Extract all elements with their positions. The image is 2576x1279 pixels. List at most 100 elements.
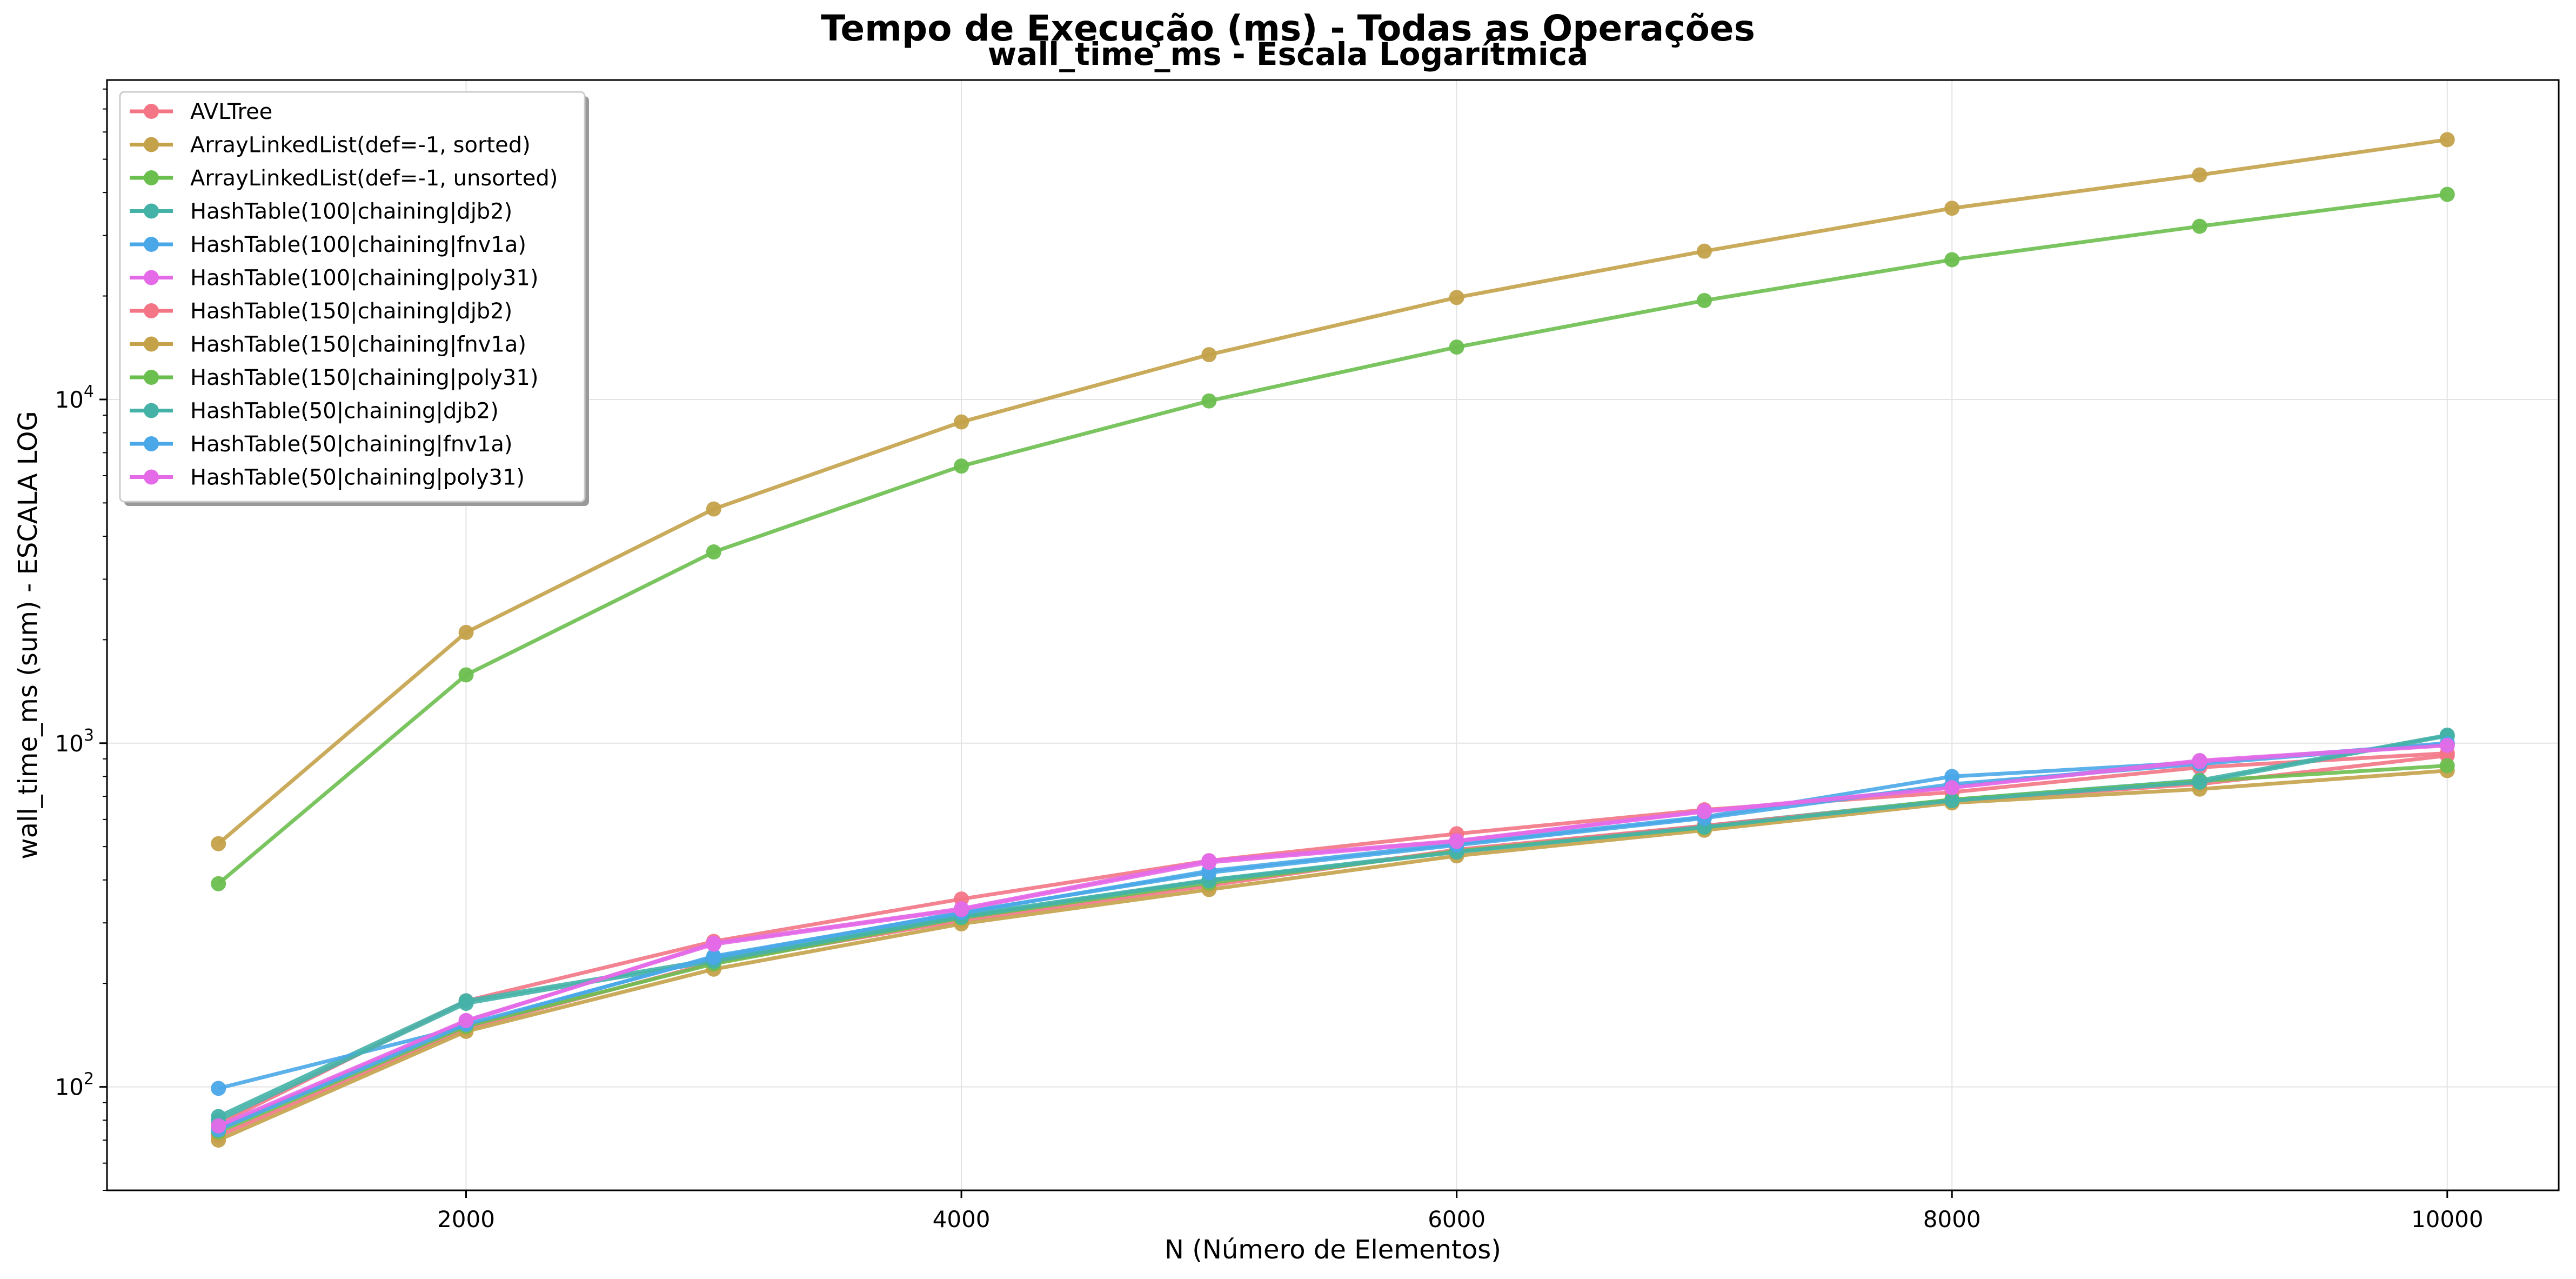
data-point xyxy=(2192,218,2207,234)
data-point xyxy=(1696,292,1712,308)
legend-marker xyxy=(144,104,159,119)
data-point xyxy=(1201,393,1217,409)
data-point xyxy=(2439,758,2455,774)
x-tick-label: 6000 xyxy=(1428,1206,1486,1233)
legend-marker xyxy=(144,203,159,219)
plot-area-frame xyxy=(106,79,2560,1191)
legend-label: HashTable(50|chaining|poly31) xyxy=(190,465,525,490)
data-point xyxy=(458,996,474,1011)
series-7 xyxy=(211,763,2455,1148)
series-0 xyxy=(211,745,2455,1132)
x-axis-label: N (Número de Elementos) xyxy=(1165,1235,1501,1265)
legend-marker xyxy=(144,336,159,352)
x-tick-label: 4000 xyxy=(933,1206,991,1233)
series-line xyxy=(217,743,2447,1130)
series-line xyxy=(217,742,2448,1132)
axes xyxy=(106,79,2560,1191)
data-point xyxy=(1944,780,1960,796)
legend-item: HashTable(150|chaining|poly31) xyxy=(130,365,538,390)
series-line xyxy=(217,751,2447,1126)
legend-item: ArrayLinkedList(def=-1, unsorted) xyxy=(130,166,558,191)
chart-title: wall_time_ms - Escala Logarítmica xyxy=(987,36,1589,72)
legend-marker xyxy=(144,403,159,418)
data-point xyxy=(1944,252,1960,268)
data-point xyxy=(2439,132,2455,148)
legend-label: HashTable(150|chaining|poly31) xyxy=(190,365,538,390)
y-tick-exponent: 3 xyxy=(84,726,94,745)
legend-marker xyxy=(144,469,159,485)
legend-label: HashTable(100|chaining|djb2) xyxy=(190,199,512,224)
legend-label: AVLTree xyxy=(190,99,272,124)
legend-item: HashTable(100|chaining|fnv1a) xyxy=(130,232,526,257)
legend-marker xyxy=(144,137,159,152)
series-2 xyxy=(211,186,2455,891)
series-line xyxy=(217,137,2448,845)
legend-label: HashTable(150|chaining|fnv1a) xyxy=(190,332,526,357)
data-point xyxy=(211,1081,226,1096)
data-point xyxy=(211,876,226,891)
legend-label: HashTable(100|chaining|fnv1a) xyxy=(190,232,526,257)
legend-marker xyxy=(144,237,159,252)
y-tick-label: 104 xyxy=(55,382,94,413)
legend-item: HashTable(100|chaining|djb2) xyxy=(130,199,512,224)
data-point xyxy=(2192,774,2207,790)
y-axis-label: wall_time_ms (sum) - ESCALA LOG xyxy=(13,411,43,859)
data-point xyxy=(954,414,969,430)
legend-item: HashTable(150|chaining|fnv1a) xyxy=(130,332,526,357)
y-tick-base: 10 xyxy=(55,730,83,757)
x-tick-label: 2000 xyxy=(437,1206,495,1233)
legend-marker xyxy=(144,170,159,185)
series-line xyxy=(217,192,2448,885)
data-point xyxy=(1696,243,1712,259)
data-point xyxy=(1449,834,1464,849)
legend-label: HashTable(50|chaining|fnv1a) xyxy=(190,432,513,457)
data-point xyxy=(1201,347,1217,363)
data-point xyxy=(706,544,721,560)
y-tick-exponent: 2 xyxy=(84,1070,94,1089)
series-lines xyxy=(211,132,2455,1148)
series-line xyxy=(217,769,2448,1142)
data-point xyxy=(211,836,226,851)
series-1 xyxy=(211,132,2455,851)
y-tick-exponent: 4 xyxy=(84,382,94,401)
data-point xyxy=(458,667,474,683)
series-6 xyxy=(211,748,2455,1144)
legend-marker xyxy=(144,270,159,285)
data-point xyxy=(706,501,721,517)
series-line xyxy=(217,763,2447,1134)
series-10 xyxy=(211,736,2455,1138)
series-11 xyxy=(211,737,2455,1134)
x-tick-label: 10000 xyxy=(2411,1206,2484,1233)
legend-item: HashTable(50|chaining|djb2) xyxy=(130,399,499,424)
data-point xyxy=(1944,793,1960,809)
data-point xyxy=(2439,737,2455,753)
legend-marker xyxy=(144,370,159,385)
data-point xyxy=(2192,754,2207,769)
y-tick-base: 10 xyxy=(55,387,83,413)
legend-item: HashTable(150|chaining|djb2) xyxy=(130,299,512,324)
data-point xyxy=(1449,339,1464,355)
y-tick-label: 103 xyxy=(55,726,94,757)
legend-item: AVLTree xyxy=(130,99,272,124)
data-point xyxy=(1944,201,1960,216)
legend-item: HashTable(50|chaining|poly31) xyxy=(130,465,525,490)
legend-item: HashTable(100|chaining|poly31) xyxy=(130,266,538,291)
data-point xyxy=(458,1012,474,1028)
legend-label: ArrayLinkedList(def=-1, unsorted) xyxy=(190,166,558,191)
legend-label: ArrayLinkedList(def=-1, sorted) xyxy=(190,133,531,158)
figure-suptitle: Tempo de Execução (ms) - Todas as Operaç… xyxy=(821,8,1755,49)
data-point xyxy=(706,936,721,952)
data-point xyxy=(954,902,969,917)
data-point xyxy=(211,1118,226,1134)
data-point xyxy=(706,950,721,965)
series-8 xyxy=(211,758,2455,1140)
legend-box xyxy=(119,91,586,503)
legend-label: HashTable(150|chaining|djb2) xyxy=(190,299,512,324)
data-point xyxy=(458,624,474,640)
chart-legend: AVLTree ArrayLinkedList(def=-1, sorted) Ar… xyxy=(119,91,589,506)
legend-item: HashTable(50|chaining|fnv1a) xyxy=(130,432,513,457)
data-point xyxy=(954,458,969,474)
data-point xyxy=(2192,167,2207,183)
series-line xyxy=(217,754,2448,1138)
